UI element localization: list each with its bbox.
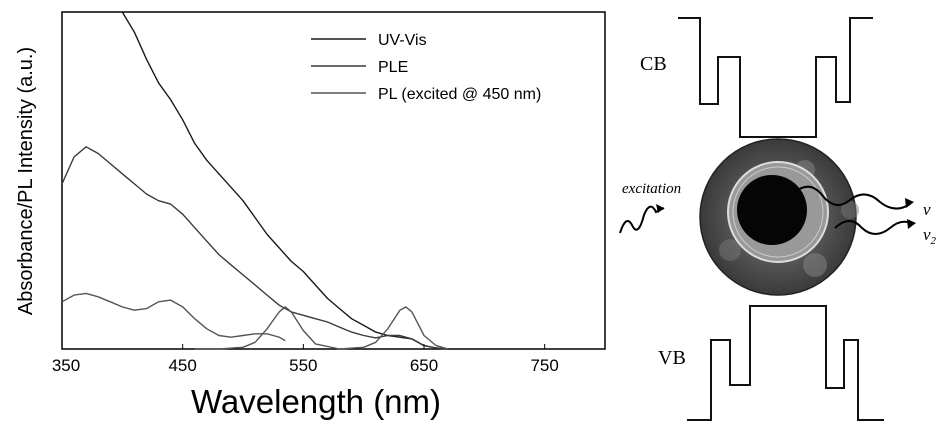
- legend-label-2: PL (excited @ 450 nm): [378, 86, 541, 103]
- valence-band-profile: [687, 305, 884, 421]
- y-axis-title: Absorbance/PL Intensity (a.u.): [15, 47, 37, 315]
- band-diagram: CB excitation ν ν2 VB: [619, 17, 937, 421]
- legend-label-0: UV-Vis: [378, 32, 427, 49]
- excitation-wave-icon: [619, 205, 665, 234]
- series-line-3: [194, 306, 449, 350]
- legend: UV-Vis PLE PL (excited @ 450 nm): [311, 32, 541, 103]
- excitation-arrowhead-icon: [656, 204, 664, 213]
- nu2-label: ν2: [923, 225, 937, 247]
- series-line-2: [61, 292, 286, 342]
- x-tick-label: 650: [410, 356, 438, 375]
- x-tick-label: 550: [289, 356, 317, 375]
- x-tick-label: 750: [530, 356, 558, 375]
- cb-label: CB: [640, 53, 667, 75]
- emission-arrowhead-1-icon: [905, 198, 914, 208]
- conduction-band-profile: [678, 17, 873, 138]
- nu1-label: ν: [923, 200, 931, 219]
- emission-wave-1-icon: [794, 185, 911, 210]
- nu2-subscript: 2: [931, 235, 937, 247]
- plot-frame: [61, 11, 606, 350]
- emission-arrowhead-2-icon: [907, 219, 916, 229]
- x-tick-label: 450: [168, 356, 196, 375]
- series-line-1: [61, 146, 449, 350]
- emission-wave-2-icon: [834, 220, 913, 235]
- x-tick-layer: 350 450 550 650 750: [52, 344, 559, 375]
- nu2-symbol: ν: [923, 225, 931, 244]
- series-line-0: [121, 11, 449, 350]
- series-layer: [61, 11, 449, 350]
- x-tick-label: 350: [52, 356, 80, 375]
- excitation-label: excitation: [622, 181, 681, 197]
- legend-label-1: PLE: [378, 59, 408, 76]
- core-shell-nanoparticle: [699, 138, 859, 296]
- x-axis-title: Wavelength (nm): [191, 383, 441, 420]
- vb-label: VB: [658, 347, 686, 369]
- spectra-chart: 350 450 550 650 750 Wavelength (nm) Absorban…: [15, 11, 606, 420]
